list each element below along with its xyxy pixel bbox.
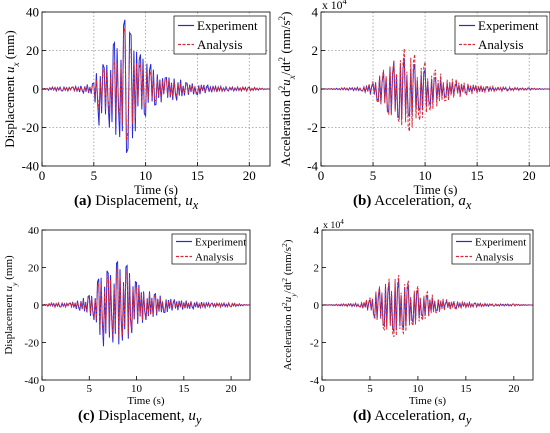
legend-label-experiment: Experiment — [197, 18, 258, 33]
caption-text: Acceleration, — [371, 408, 459, 424]
caption-c: (c) Displacement, uy — [78, 408, 201, 428]
y-tick-label: 2 — [312, 43, 319, 58]
y-axis-label: Acceleration d2ux/dt2 (mm/s2) — [277, 12, 297, 167]
legend: Experiment Analysis — [171, 233, 247, 265]
legend-box — [173, 15, 267, 55]
x-tick-label: 0 — [39, 383, 45, 395]
y-multiplier: x 104 — [323, 218, 344, 231]
x-tick-label: 10 — [139, 168, 152, 183]
y-tick-label: -2 — [307, 120, 318, 135]
caption-subscript: x — [465, 198, 472, 212]
y-tick-label: 20 — [28, 262, 40, 274]
y-tick-label: -40 — [24, 375, 39, 387]
legend-label-experiment: Experiment — [475, 236, 526, 248]
x-tick-label: 15 — [471, 168, 484, 183]
x-tick-label: 5 — [87, 383, 93, 395]
chart-panel-c: 0 5 10 15 20 -40 -20 0 20 40 Time (s) Displacement … — [3, 225, 251, 407]
caption-subscript: y — [195, 413, 202, 427]
x-tick-label: 5 — [370, 168, 377, 183]
y-tick-label: 0 — [314, 300, 320, 312]
caption-b: (b) Acceleration, ax — [353, 193, 471, 213]
y-axis-label: Displacement ux (mm) — [2, 30, 21, 147]
legend-box — [454, 15, 548, 55]
legend-label-experiment: Experiment — [195, 236, 246, 248]
caption-tag: (a) — [74, 193, 92, 209]
y-tick-label: 0 — [312, 82, 319, 97]
y-tick-label: 2 — [314, 262, 320, 274]
y-tick-label: -2 — [310, 337, 319, 349]
caption-tag: (d) — [353, 408, 372, 424]
x-tick-label: 5 — [367, 383, 373, 395]
x-axis-label: Time (s) — [134, 182, 178, 197]
y-tick-label: 40 — [26, 5, 39, 20]
chart-panel-a: 0 5 10 15 20 -40 -20 0 20 40 Time (s) Displacement … — [2, 5, 271, 197]
legend-label-analysis: Analysis — [475, 251, 514, 263]
y-tick-label: 20 — [26, 43, 39, 58]
y-tick-label: 4 — [312, 5, 319, 20]
legend-label-analysis: Analysis — [197, 37, 243, 52]
x-tick-label: 20 — [243, 168, 256, 183]
series-line-analysis — [320, 48, 550, 132]
legend-box — [451, 233, 531, 265]
y-tick-label: -4 — [310, 375, 320, 387]
y-multiplier: x 104 — [322, 0, 347, 12]
x-tick-label: 15 — [191, 168, 204, 183]
x-tick-label: 10 — [419, 168, 432, 183]
x-tick-label: 0 — [318, 168, 325, 183]
caption-text: Displacement, — [94, 408, 189, 424]
x-axis-label: Time (s) — [409, 395, 447, 407]
caption-tag: (c) — [78, 408, 95, 424]
caption-symbol: u — [188, 408, 196, 424]
chart-panel-b: 0 5 10 15 20 -4 -2 0 2 4 Time (s) Acceleration d2ux… — [277, 0, 550, 197]
x-tick-label: 0 — [319, 383, 325, 395]
series-line-analysis — [41, 268, 251, 338]
caption-a: (a) Displacement, ux — [74, 193, 198, 213]
x-tick-label: 20 — [226, 383, 238, 395]
y-tick-label: -4 — [307, 159, 318, 174]
legend: Experiment Analysis — [173, 15, 267, 55]
y-axis-label: Acceleration d2uy/dt2 (mm/s2) — [280, 239, 298, 370]
caption-subscript: y — [465, 413, 472, 427]
y-tick-label: -20 — [24, 337, 39, 349]
caption-tag: (b) — [353, 193, 372, 209]
x-tick-label: 10 — [412, 383, 424, 395]
x-tick-label: 15 — [178, 383, 190, 395]
y-tick-label: 0 — [33, 82, 40, 97]
legend-label-experiment: Experiment — [478, 18, 539, 33]
caption-symbol: a — [458, 193, 466, 209]
legend-label-analysis: Analysis — [195, 251, 234, 263]
x-axis-label: Time (s) — [127, 395, 165, 407]
legend-box — [171, 233, 247, 265]
legend: Experiment Analysis — [451, 233, 531, 265]
y-tick-label: 4 — [314, 225, 320, 237]
x-tick-label: 20 — [523, 168, 536, 183]
x-tick-label: 5 — [91, 168, 98, 183]
caption-text: Displacement, — [91, 193, 186, 209]
caption-text: Acceleration, — [371, 193, 459, 209]
legend: Experiment Analysis — [454, 15, 548, 55]
x-tick-label: 10 — [131, 383, 143, 395]
series-line-analysis — [41, 27, 271, 141]
caption-d: (d) Acceleration, ay — [353, 408, 471, 428]
x-tick-label: 20 — [508, 383, 520, 395]
y-axis-label: Displacement uy (mm) — [3, 255, 19, 355]
chart-panel-d: 0 5 10 15 20 -4 -2 0 2 4 Time (s) Acceleration d2uy… — [280, 218, 534, 407]
y-tick-label: 0 — [34, 300, 40, 312]
y-tick-label: -20 — [22, 120, 39, 135]
caption-symbol: u — [185, 193, 193, 209]
x-tick-label: 0 — [39, 168, 46, 183]
caption-symbol: a — [458, 408, 466, 424]
caption-subscript: x — [192, 198, 199, 212]
y-tick-label: -40 — [22, 159, 39, 174]
x-tick-label: 15 — [460, 383, 472, 395]
y-tick-label: 40 — [28, 225, 40, 237]
series-line-analysis — [321, 274, 534, 338]
x-axis-label: Time (s) — [414, 182, 458, 197]
legend-label-analysis: Analysis — [478, 37, 524, 52]
